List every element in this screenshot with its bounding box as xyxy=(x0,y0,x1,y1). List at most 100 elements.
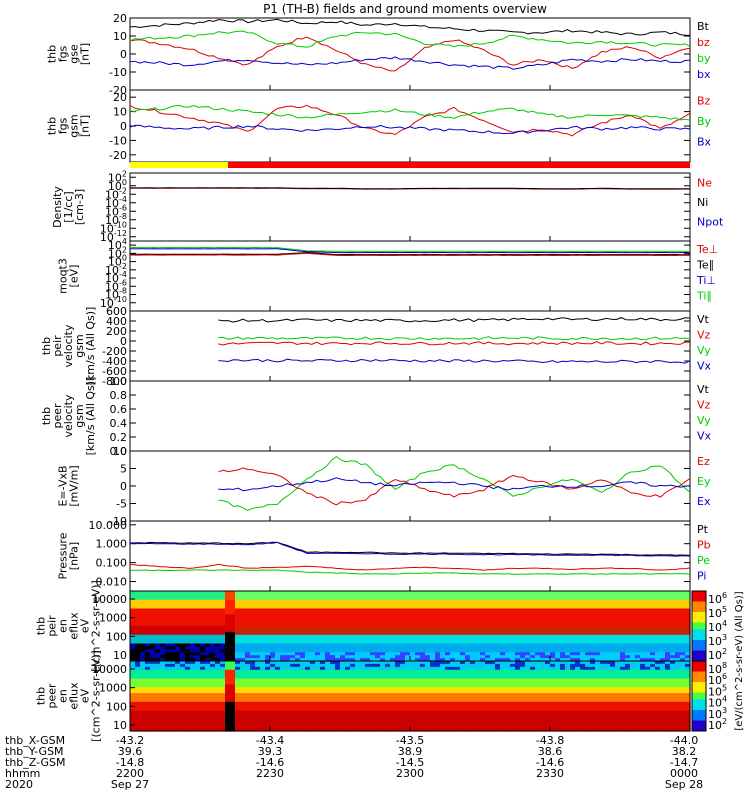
spectrogram-cell xyxy=(355,634,361,639)
spectrogram-cell xyxy=(420,693,426,697)
spectrogram-cell xyxy=(205,599,211,604)
spectrogram-cell xyxy=(280,690,286,694)
spectrogram-cell xyxy=(385,722,391,726)
spectrogram-cell xyxy=(515,701,521,706)
spectrogram-cell xyxy=(285,672,291,677)
spectrogram-cell xyxy=(240,669,246,674)
panel-5: 6004002000-200-400-600-800thbpeirvelocit… xyxy=(40,305,712,388)
spectrogram-cell xyxy=(485,704,491,709)
spectrogram-cell xyxy=(490,690,496,694)
spectrogram-cell xyxy=(135,710,141,715)
spectrogram-cell xyxy=(555,658,561,662)
spectrogram-cell xyxy=(135,672,141,677)
spectrogram-cell xyxy=(225,628,231,633)
spectrogram-cell xyxy=(550,593,556,598)
spectrogram-cell xyxy=(415,652,421,656)
spectrogram-cell xyxy=(545,596,551,601)
spectrogram-cell xyxy=(420,716,426,720)
spectrogram-cell xyxy=(470,608,476,613)
spectrogram-cell xyxy=(135,643,141,648)
spectrogram-cell xyxy=(510,693,516,697)
spectrogram-cell xyxy=(270,646,276,650)
spectrogram-cell xyxy=(235,626,241,630)
spectrogram-cell xyxy=(320,669,326,674)
spectrogram-cell xyxy=(260,666,266,671)
spectrogram-cell xyxy=(500,658,506,662)
spectrogram-cell xyxy=(355,725,361,729)
spectrogram-cell xyxy=(630,623,636,627)
spectrogram-cell xyxy=(290,696,296,700)
spectrogram-cell xyxy=(235,663,241,668)
spectrogram-cell xyxy=(685,623,691,627)
spectrogram-cell xyxy=(665,623,671,627)
spectrogram-cell xyxy=(385,640,391,645)
spectrogram-cell xyxy=(240,661,246,665)
series-line-Bx xyxy=(129,124,691,135)
spectrogram-cell xyxy=(305,593,311,598)
spectrogram-cell xyxy=(445,684,451,688)
spectrogram-cell xyxy=(130,707,136,712)
spectrogram-cell xyxy=(365,713,371,718)
spectrogram-cell xyxy=(500,693,506,697)
spectrogram-cell xyxy=(435,678,441,683)
spectrogram-cell xyxy=(275,637,281,642)
spectrogram-cell xyxy=(340,687,346,691)
spectrogram-cell xyxy=(145,666,151,671)
spectrogram-cell xyxy=(255,710,261,715)
spectrogram-cell xyxy=(435,620,441,624)
spectrogram-cell xyxy=(255,687,261,691)
spectrogram-cell xyxy=(445,631,451,636)
legend-Ti∥: Ti∥ xyxy=(696,289,712,302)
spectrogram-cell xyxy=(135,725,141,729)
spectrogram-cell xyxy=(455,611,461,615)
spectrogram-cell xyxy=(270,614,276,618)
spectrogram-cell xyxy=(320,602,326,607)
spectrogram-cell xyxy=(495,631,501,636)
spectrogram-cell xyxy=(335,649,341,653)
spectrogram-cell xyxy=(450,605,456,610)
spectrogram-cell xyxy=(360,693,366,697)
spectrogram-cell xyxy=(345,637,351,642)
spectrogram-cell xyxy=(605,649,611,653)
spectrogram-cell xyxy=(305,701,311,706)
spectrogram-cell xyxy=(430,611,436,615)
spectrogram-cell xyxy=(370,719,376,723)
spectrogram-cell xyxy=(590,652,596,656)
spectrogram-cell xyxy=(445,643,451,648)
spectrogram-cell xyxy=(475,716,481,720)
spectrogram-cell xyxy=(645,640,651,645)
spectrogram-cell xyxy=(195,672,201,677)
spectrogram-cell xyxy=(450,658,456,662)
spectrogram-cell xyxy=(245,684,251,688)
spectrogram-cell xyxy=(655,620,661,624)
spectrogram-cell xyxy=(205,696,211,700)
spectrogram-cell xyxy=(600,602,606,607)
spectrogram-cell xyxy=(535,681,541,685)
spectrogram-cell xyxy=(260,698,266,703)
legend-By: By xyxy=(697,115,712,128)
spectrogram-cell xyxy=(145,663,151,668)
spectrogram-cell xyxy=(600,617,606,621)
spectrogram-cell xyxy=(585,652,591,656)
spectrogram-cell xyxy=(410,701,416,706)
spectrogram-cell xyxy=(280,701,286,706)
spectrogram-cell xyxy=(555,649,561,653)
spectrogram-cell xyxy=(345,605,351,610)
spectrogram-cell xyxy=(400,681,406,685)
spectrogram-cell xyxy=(510,652,516,656)
spectrogram-cell xyxy=(140,643,146,648)
spectrogram-cell xyxy=(245,626,251,630)
spectrogram-cell xyxy=(675,652,681,656)
spectrogram-cell xyxy=(165,602,171,607)
spectrogram-cell xyxy=(355,704,361,709)
spectrogram-cell xyxy=(595,637,601,642)
spectrogram-cell xyxy=(230,646,236,650)
spectrogram-cell xyxy=(170,675,176,680)
spectrogram-cell xyxy=(475,681,481,685)
spectrogram-cell xyxy=(285,698,291,703)
spectrogram-cell xyxy=(480,596,486,601)
spectrogram-cell xyxy=(295,640,301,645)
spectrogram-cell xyxy=(155,690,161,694)
spectrogram-cell xyxy=(520,728,526,732)
spectrogram-cell xyxy=(490,591,496,595)
